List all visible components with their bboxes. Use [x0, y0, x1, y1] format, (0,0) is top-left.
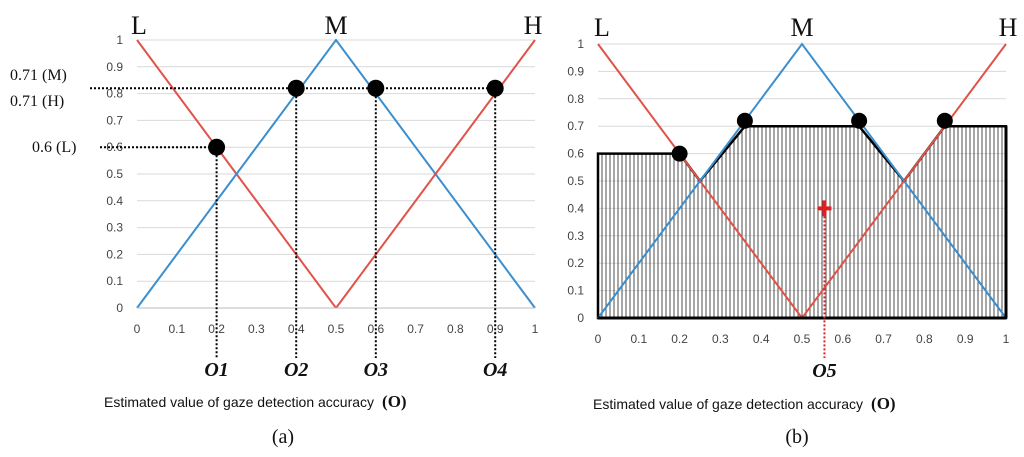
- y-tick-label: 0.7: [106, 113, 123, 127]
- o-label: O2: [284, 359, 308, 381]
- y-tick-label: 0: [116, 301, 123, 315]
- mf-label-L: L: [131, 11, 147, 40]
- panel-tag: (a): [272, 426, 294, 448]
- data-point: [671, 145, 688, 162]
- x-tick-label: 0.7: [875, 332, 892, 346]
- x-tick-label: 0.1: [168, 322, 185, 336]
- y-tick-label: 0.4: [567, 201, 584, 215]
- x-tick-label: 0.3: [248, 322, 265, 336]
- data-point: [936, 112, 953, 129]
- x-tick-label: 0: [595, 332, 602, 346]
- x-tick-label: 0.8: [916, 332, 933, 346]
- annotation-06-l: 0.6 (L): [32, 139, 76, 156]
- x-tick-label: 1: [1003, 332, 1010, 346]
- hatch-lines: [598, 126, 1006, 318]
- x-tick-label: 0: [134, 322, 141, 336]
- series-line-M: [136, 38, 536, 309]
- y-tick-label: 0.9: [106, 60, 123, 74]
- y-tick-label: 0.9: [567, 64, 584, 78]
- o-label: O1: [204, 359, 228, 381]
- x-tick-label: 0.5: [794, 332, 811, 346]
- panel-a: 00.10.20.30.40.50.60.70.80.9100.10.20.30…: [10, 11, 543, 448]
- x-tick-label: 0.9: [957, 332, 974, 346]
- y-tick-label: 0: [577, 311, 584, 325]
- mf-label-M: M: [324, 11, 347, 40]
- x-tick-label: 0.5: [328, 322, 345, 336]
- x-axis-label-text: Estimated value of gaze detection accura…: [104, 394, 374, 410]
- x-tick-label: 0.7: [407, 322, 424, 336]
- x-tick-label: 0.4: [753, 332, 770, 346]
- y-tick-label: 0.1: [106, 274, 123, 288]
- x-axis-label: Estimated value of gaze detection accura…: [593, 394, 896, 413]
- y-tick-label: 0.6: [567, 147, 584, 161]
- y-tick-label: 0.2: [567, 256, 584, 270]
- x-axis-label-symbol: (O): [382, 392, 407, 411]
- y-tick-label: 0.3: [106, 221, 123, 235]
- x-tick-label: 0.3: [712, 332, 729, 346]
- panel-tag: (b): [785, 426, 808, 448]
- y-tick-label: 1: [116, 33, 123, 47]
- x-tick-label: 1: [532, 322, 539, 336]
- y-tick-label: 1: [577, 37, 584, 51]
- x-tick-label: 0.2: [671, 332, 688, 346]
- mf-label-L: L: [594, 13, 610, 42]
- x-tick-label: 0.1: [630, 332, 647, 346]
- o-label: O3: [364, 359, 388, 381]
- y-tick-label: 0.8: [567, 92, 584, 106]
- data-point: [287, 79, 305, 97]
- annotation-071-m: 0.71 (M): [10, 67, 67, 84]
- mf-label-H: H: [999, 13, 1018, 42]
- panel-b: 0 0.1 0.2 0.3 0.4 0.5 0.6 0.7 0.8 0.9 1 0 0.1 0.2 0.3 0…: [567, 13, 1017, 448]
- o-label: O5: [812, 360, 836, 382]
- y-tick-label: 0.3: [567, 229, 584, 243]
- mf-label-H: H: [524, 11, 543, 40]
- annotation-071-h: 0.71 (H): [10, 93, 64, 110]
- x-tick-label: 0.8: [447, 322, 464, 336]
- x-axis-label-text: Estimated value of gaze detection accura…: [593, 396, 863, 412]
- mf-label-M: M: [790, 13, 813, 42]
- x-axis-label-symbol: (O): [871, 394, 896, 413]
- y-tick-label: 0.8: [106, 87, 123, 101]
- y-tick-label: 0.7: [567, 119, 584, 133]
- y-tick-label: 0.1: [567, 284, 584, 298]
- data-point: [736, 112, 753, 129]
- x-axis-label: Estimated value of gaze detection accura…: [104, 392, 407, 411]
- y-tick-label: 0.6: [106, 140, 123, 154]
- y-tick-label: 0.2: [106, 247, 123, 261]
- y-tick-label: 0.5: [106, 167, 123, 181]
- series-line-M: [597, 42, 1007, 319]
- y-tick-label: 0.4: [106, 194, 123, 208]
- o-label: O4: [483, 359, 507, 381]
- y-tick-label: 0.5: [567, 174, 584, 188]
- data-point: [851, 112, 868, 129]
- series-line-H: [801, 43, 1007, 319]
- x-tick-label: 0.6: [834, 332, 851, 346]
